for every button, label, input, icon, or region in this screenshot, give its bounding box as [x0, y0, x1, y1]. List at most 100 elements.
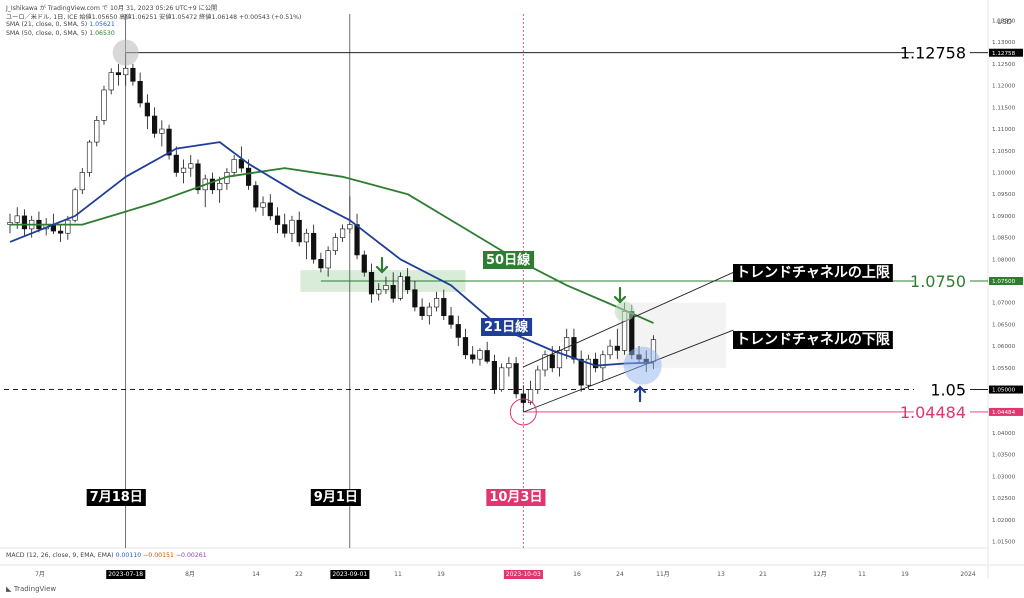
x-tick-badge: [106, 570, 146, 579]
candle: [419, 306, 425, 317]
y-tick-label: 1.03000: [992, 474, 1016, 480]
candle: [390, 285, 396, 299]
candle: [130, 67, 136, 82]
level-axis-badge: [989, 277, 1023, 285]
candle: [144, 102, 150, 117]
candle: [433, 298, 440, 308]
macd-value-2: −0.00151: [143, 552, 174, 559]
candle: [115, 72, 122, 76]
candle: [564, 337, 570, 351]
candle: [332, 237, 338, 251]
touch-lower-channel-circle: [623, 346, 662, 385]
y-tick-label: 1.11000: [992, 127, 1016, 133]
candle: [470, 354, 476, 360]
candle: [426, 306, 432, 317]
tradingview-logo[interactable]: ◣ TradingView: [6, 585, 56, 593]
lower-channel-annotation: [733, 331, 893, 349]
candle: [253, 185, 259, 208]
level-axis-badge-text: 1.07500: [992, 279, 1016, 285]
candle: [137, 80, 143, 104]
x-tick-label: 24: [616, 571, 624, 578]
candle: [195, 163, 201, 191]
level-axis-badge-text: 1.12758: [992, 51, 1016, 57]
y-tick-label: 1.13000: [992, 40, 1016, 46]
candle: [585, 358, 591, 386]
x-tick-label: 2023-10-03: [506, 571, 541, 578]
x-tick-label: 22: [295, 571, 303, 578]
sma21-legend[interactable]: SMA (21, close, 0, SMA, 5) 1.05621: [6, 21, 115, 28]
candle: [383, 285, 389, 290]
candle: [21, 215, 28, 230]
upper-channel-annotation: [733, 264, 893, 282]
candle: [376, 289, 382, 295]
x-tick-label: 19: [437, 571, 445, 578]
candle: [72, 189, 78, 221]
date-marker-badge-text: 9月1日: [314, 490, 358, 505]
x-tick-label: 2024: [960, 571, 975, 578]
sma21-annotation: [481, 318, 533, 336]
candle: [354, 224, 360, 256]
candle: [506, 363, 512, 369]
x-tick-badge: [330, 570, 370, 579]
level-label: 1.04484: [900, 403, 966, 422]
sma50-annotation: [483, 251, 535, 269]
x-tick-label: 8月: [185, 571, 195, 578]
candle: [549, 354, 555, 369]
date-marker-badge-text: 7月18日: [90, 490, 143, 505]
candle: [79, 172, 85, 191]
sma21-line[interactable]: [9, 141, 654, 367]
candle: [289, 219, 295, 234]
touch-sma50-circle: [614, 301, 635, 322]
candle: [94, 120, 100, 143]
level-axis-badge-text: 1.04484: [992, 410, 1016, 416]
y-tick-label: 1.11500: [992, 105, 1016, 111]
candle: [593, 358, 599, 369]
level-label: 1.05: [930, 381, 966, 400]
candle: [65, 219, 71, 234]
candle: [325, 250, 331, 269]
candle: [231, 159, 237, 173]
y-tick-label: 1.04000: [992, 431, 1016, 437]
candle: [542, 354, 548, 371]
publisher-line: J_Ishikawa が TradingView.com で 10月 31, 2…: [6, 5, 218, 12]
candle: [282, 224, 288, 234]
candle: [303, 232, 310, 243]
sma21-legend-value: 1.05621: [89, 21, 115, 28]
y-tick-label: 1.08000: [992, 257, 1016, 263]
y-tick-label: 1.08500: [992, 236, 1016, 242]
candle: [108, 72, 114, 91]
x-tick-label: 2023-07-18: [108, 571, 143, 578]
y-tick-label: 1.02500: [992, 496, 1016, 502]
candle: [101, 89, 107, 121]
candle: [159, 128, 165, 134]
candle: [513, 363, 519, 395]
candle: [578, 358, 584, 386]
macd-legend[interactable]: MACD (12, 26, close, 9, EMA, EMA) 0.0011…: [6, 552, 207, 559]
y-tick-label: 1.13500: [992, 19, 1016, 25]
arrow-down-icon: [613, 286, 627, 304]
y-tick-label: 1.05500: [992, 366, 1016, 372]
candle: [296, 219, 302, 243]
candle: [571, 337, 577, 360]
x-tick-badge: [503, 570, 543, 579]
candle: [260, 202, 266, 208]
x-tick-label: 11: [858, 571, 866, 578]
candle: [217, 183, 223, 191]
candle: [455, 324, 461, 338]
candle: [520, 393, 526, 403]
candle: [397, 276, 404, 299]
candle: [405, 276, 411, 290]
candle: [209, 178, 216, 191]
y-tick-label: 1.06000: [992, 344, 1016, 350]
sma50-line[interactable]: [10, 167, 654, 324]
candle: [173, 154, 179, 173]
y-tick-label: 1.01500: [992, 539, 1016, 545]
candle: [180, 167, 187, 173]
x-tick-label: 11: [394, 571, 402, 578]
date-marker-badge: [86, 489, 146, 506]
x-tick-label: 11月: [656, 571, 670, 578]
date-marker-badge: [486, 489, 546, 506]
sma50-legend[interactable]: SMA (50, close, 0, SMA, 5) 1.06530: [6, 30, 115, 37]
